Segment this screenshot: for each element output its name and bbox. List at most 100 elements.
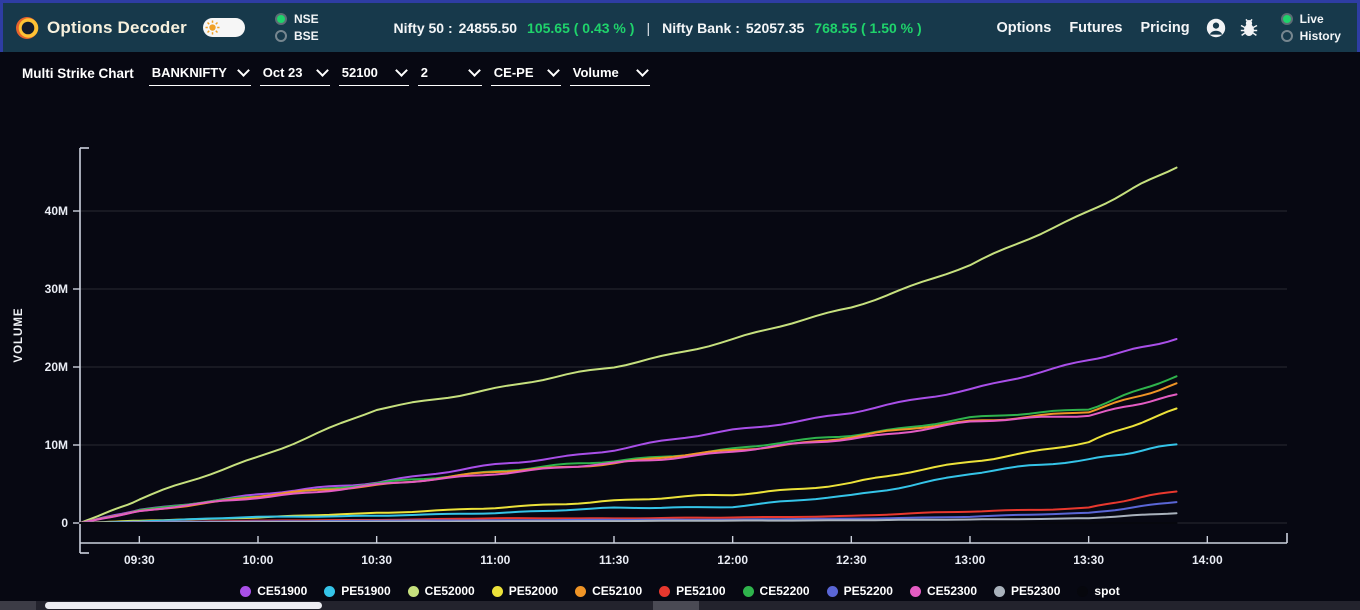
nse-radio-icon[interactable] xyxy=(274,13,287,25)
chevron-down-icon xyxy=(546,64,560,77)
radio-history[interactable]: History xyxy=(1280,29,1341,43)
legend-dot-icon xyxy=(575,585,587,597)
legend-dot-icon xyxy=(324,585,336,597)
live-radio-icon[interactable] xyxy=(1280,13,1293,25)
strike-dropdown[interactable]: 52100 xyxy=(338,62,409,86)
nse-radio-label: NSE xyxy=(293,12,319,26)
multi-strike-toolbar: Multi Strike Chart BANKNIFTY Oct 23 52100 2… xyxy=(0,52,1360,95)
x-tick-label: 13:30 xyxy=(1073,553,1104,567)
series-line-CE52200 xyxy=(79,375,1178,524)
option-side-dropdown[interactable]: CE-PE xyxy=(490,62,561,86)
legend-item-PE52100[interactable]: PE52100 xyxy=(659,584,726,598)
nav-pricing[interactable]: Pricing xyxy=(1140,19,1190,36)
main-nav: Options Futures Pricing xyxy=(997,20,1190,36)
strike-dropdown-value: 52100 xyxy=(341,64,378,80)
x-tick-label: 10:00 xyxy=(243,553,274,567)
y-tick-label: 30M xyxy=(45,282,68,296)
chevron-down-icon xyxy=(236,64,250,77)
header-icons xyxy=(1206,18,1259,38)
expiry-dropdown-value: Oct 23 xyxy=(262,64,303,80)
nifty50-name: Nifty 50 : xyxy=(393,19,453,36)
x-tick-label: 11:00 xyxy=(480,553,510,567)
x-tick-label: 14:00 xyxy=(1192,553,1223,567)
index-separator: | xyxy=(646,19,651,36)
strike-count-dropdown-value: 2 xyxy=(420,64,428,80)
legend-dot-icon xyxy=(909,585,921,597)
y-axis-title: VOLUME xyxy=(13,307,25,362)
history-radio-label: History xyxy=(1299,29,1341,43)
bse-radio-icon[interactable] xyxy=(274,30,287,42)
index-ticker: Nifty 50 : 24855.50 105.65 ( 0.43 % ) | … xyxy=(394,20,922,36)
chevron-down-icon xyxy=(394,64,408,77)
series-line-PE52000 xyxy=(79,407,1178,524)
legend-item-PE51900[interactable]: PE51900 xyxy=(324,584,391,598)
bse-radio-label: BSE xyxy=(293,29,319,43)
metric-dropdown-value: Volume xyxy=(572,64,619,80)
legend-item-CE51900[interactable]: CE51900 xyxy=(240,584,307,598)
legend-item-CE52200[interactable]: CE52200 xyxy=(742,584,810,598)
chevron-down-icon xyxy=(635,64,649,77)
x-tick-label: 10:30 xyxy=(361,553,392,567)
series-line-PE51900 xyxy=(79,443,1178,524)
niftybank-value: 52057.35 xyxy=(745,19,805,36)
scrollbar-segment xyxy=(653,601,699,610)
app-title: Options Decoder xyxy=(47,17,187,37)
legend-item-CE52300[interactable]: CE52300 xyxy=(909,584,977,598)
nav-futures[interactable]: Futures xyxy=(1069,19,1123,36)
radio-live[interactable]: Live xyxy=(1280,12,1341,26)
user-profile-icon[interactable] xyxy=(1206,18,1226,38)
options-decoder-logo-icon xyxy=(15,16,39,40)
y-tick-label: 40M xyxy=(45,204,68,218)
x-tick-label: 11:30 xyxy=(599,553,629,567)
live-radio-label: Live xyxy=(1299,12,1324,26)
strike-count-dropdown[interactable]: 2 xyxy=(417,62,482,86)
legend-dot-icon xyxy=(659,585,671,597)
symbol-dropdown[interactable]: BANKNIFTY xyxy=(148,62,251,86)
chevron-down-icon xyxy=(315,64,329,77)
x-tick-label: 13:00 xyxy=(955,553,986,567)
legend-item-PE52300[interactable]: PE52300 xyxy=(994,584,1060,598)
legend-label: PE52000 xyxy=(508,584,559,598)
symbol-dropdown-value: BANKNIFTY xyxy=(151,64,227,80)
nifty50-change: 105.65 ( 0.43 % ) xyxy=(527,19,635,36)
legend-dot-icon xyxy=(994,585,1006,597)
volume-chart: 0 10M 20M 30M 40M 09:30 10:00 10:30 11:00 11:30 12… xyxy=(0,95,1360,575)
x-tick-label: 12:00 xyxy=(717,553,748,567)
legend-label: CE51900 xyxy=(257,584,308,598)
legend-dot-icon xyxy=(407,585,419,597)
header: Options Decoder NSE BSE xyxy=(0,0,1360,52)
theme-toggle[interactable] xyxy=(202,18,245,37)
bug-report-icon[interactable] xyxy=(1239,18,1259,38)
legend-item-CE52000[interactable]: CE52000 xyxy=(407,584,475,598)
horizontal-scrollbar[interactable] xyxy=(0,601,1360,610)
scrollbar-thumb[interactable] xyxy=(45,602,322,609)
series-line-CE52100 xyxy=(79,382,1178,524)
chart-legend: CE51900 PE51900 CE52000 PE52000 CE52100 PE521… xyxy=(0,579,1360,603)
nav-options[interactable]: Options xyxy=(996,19,1052,36)
radio-nse[interactable]: NSE xyxy=(274,12,319,26)
exchange-radio-group: NSE BSE xyxy=(274,12,319,43)
niftybank-name: Nifty Bank : xyxy=(662,19,740,36)
legend-label: PE52300 xyxy=(1011,584,1061,598)
legend-dot-icon xyxy=(1077,585,1089,597)
option-side-dropdown-value: CE-PE xyxy=(493,64,534,80)
y-tick-label: 10M xyxy=(45,438,68,452)
chevron-down-icon xyxy=(467,64,481,77)
legend-item-PE52000[interactable]: PE52000 xyxy=(491,584,559,598)
scrollbar-corner xyxy=(0,601,36,610)
radio-bse[interactable]: BSE xyxy=(274,29,319,43)
legend-dot-icon xyxy=(826,585,838,597)
x-tick-label: 12:30 xyxy=(836,553,867,567)
history-radio-icon[interactable] xyxy=(1280,30,1293,42)
legend-item-spot[interactable]: spot xyxy=(1077,584,1120,598)
legend-dot-icon xyxy=(240,585,252,597)
brand-group[interactable]: Options Decoder xyxy=(15,16,245,40)
niftybank-change: 768.55 ( 1.50 % ) xyxy=(814,19,922,36)
legend-item-PE52200[interactable]: PE52200 xyxy=(826,584,893,598)
metric-dropdown[interactable]: Volume xyxy=(569,62,650,86)
expiry-dropdown[interactable]: Oct 23 xyxy=(259,62,330,86)
legend-item-CE52100[interactable]: CE52100 xyxy=(575,584,642,598)
legend-label: PE52100 xyxy=(676,584,726,598)
x-tick-label: 09:30 xyxy=(124,553,155,567)
legend-label: CE52200 xyxy=(759,584,810,598)
